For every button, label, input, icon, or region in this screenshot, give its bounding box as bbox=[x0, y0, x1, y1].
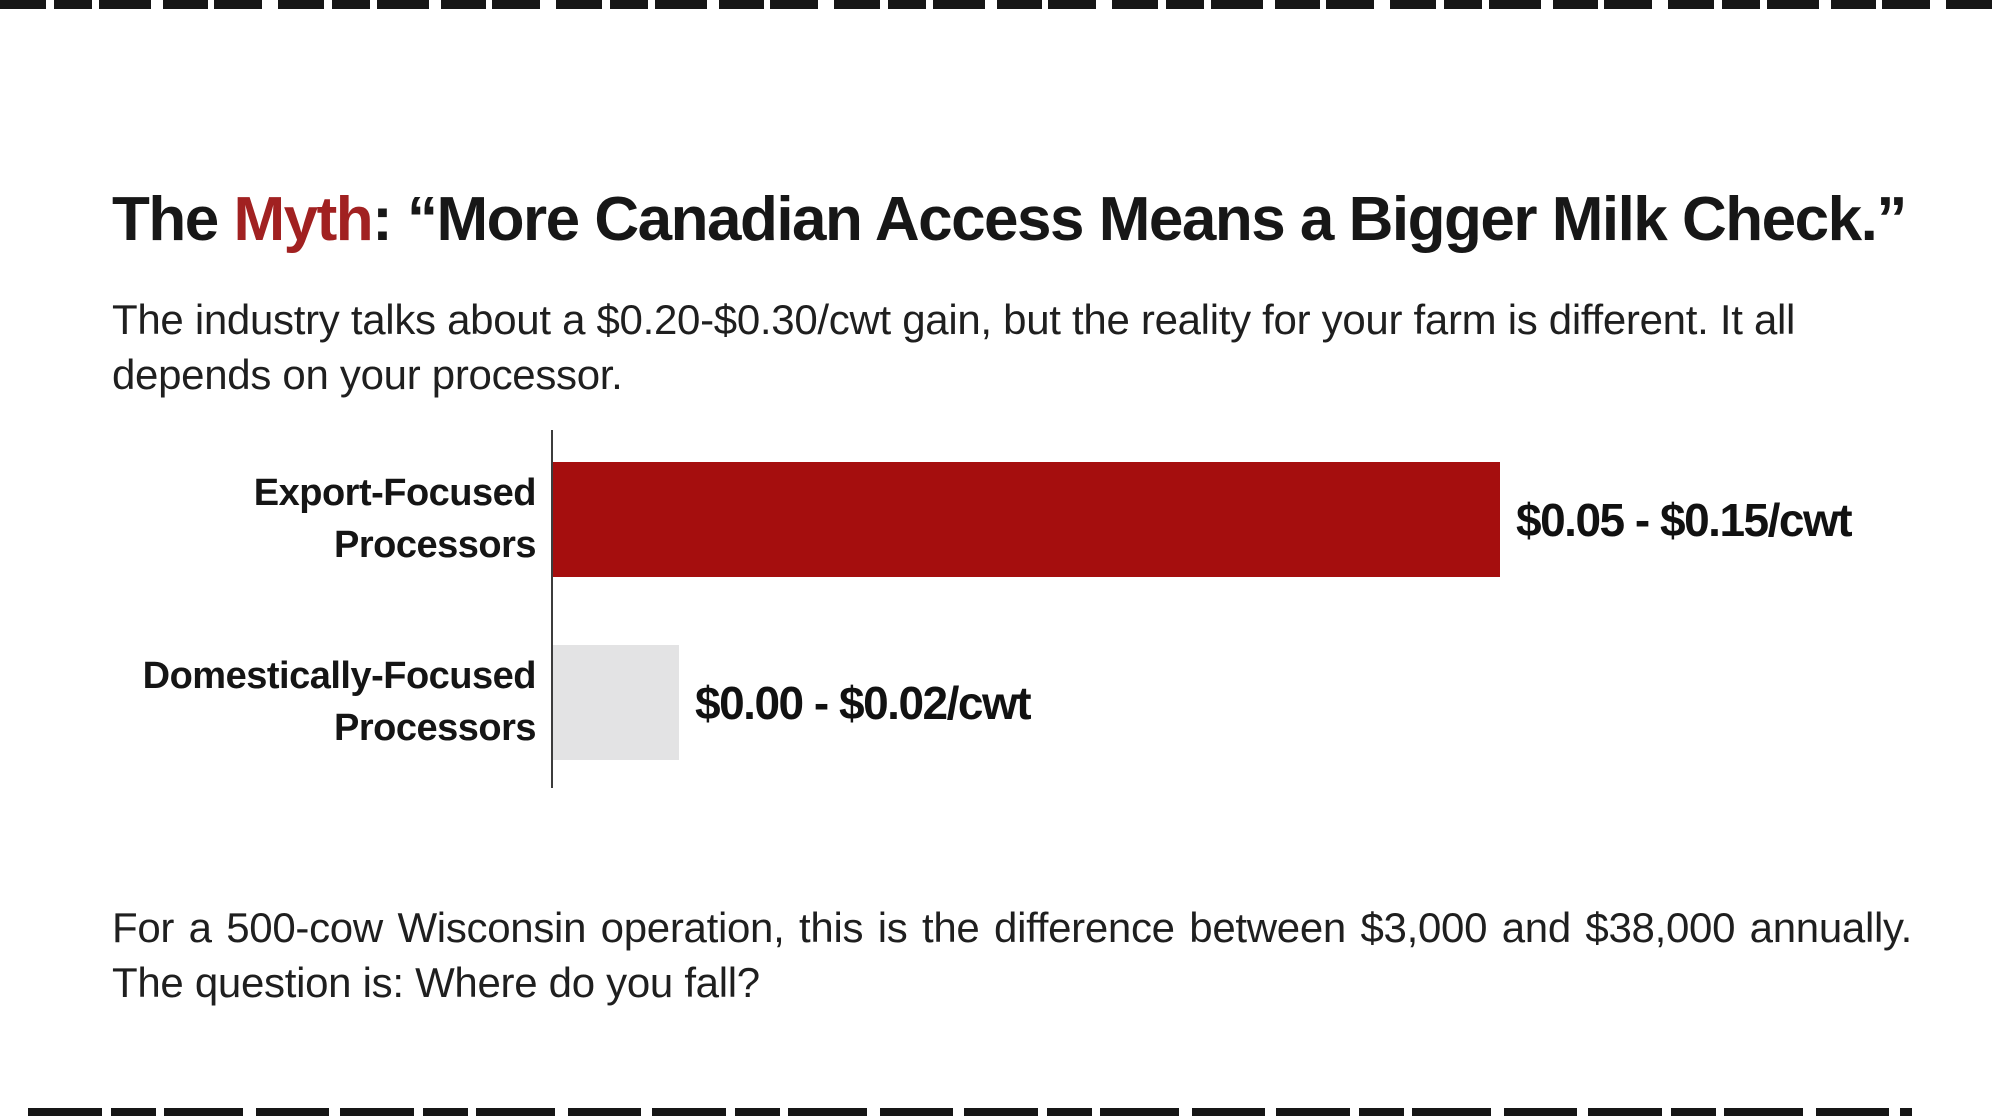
cropped-text-bottom-edge bbox=[28, 1108, 1912, 1116]
chart-axis-line bbox=[551, 430, 553, 788]
footer-text: For a 500-cow Wisconsin operation, this … bbox=[112, 904, 1912, 1006]
value-label-export: $0.05 - $0.15/cwt bbox=[1516, 493, 1853, 546]
bar-export bbox=[553, 462, 1500, 577]
title-rest: : “More Canadian Access Means a Bigger M… bbox=[372, 184, 1907, 254]
page-title: The Myth: “More Canadian Access Means a … bbox=[112, 188, 1907, 251]
bar-domestic bbox=[553, 645, 679, 760]
category-label-domestic: Domestically-Focused Processors bbox=[142, 655, 537, 749]
title-highlight: Myth bbox=[233, 184, 373, 254]
category-label-export: Export-Focused Processors bbox=[253, 472, 537, 566]
chart-row-export: Export-Focused Processors $0.05 - $0.15/… bbox=[0, 462, 2000, 577]
title-prefix: The bbox=[112, 184, 234, 254]
cropped-text-top-edge bbox=[0, 0, 2000, 9]
value-label-domestic: $0.00 - $0.02/cwt bbox=[695, 676, 1032, 729]
subtitle-text: The industry talks about a $0.20-$0.30/c… bbox=[112, 296, 1796, 398]
chart-row-domestic: Domestically-Focused Processors $0.00 - … bbox=[0, 645, 2000, 760]
